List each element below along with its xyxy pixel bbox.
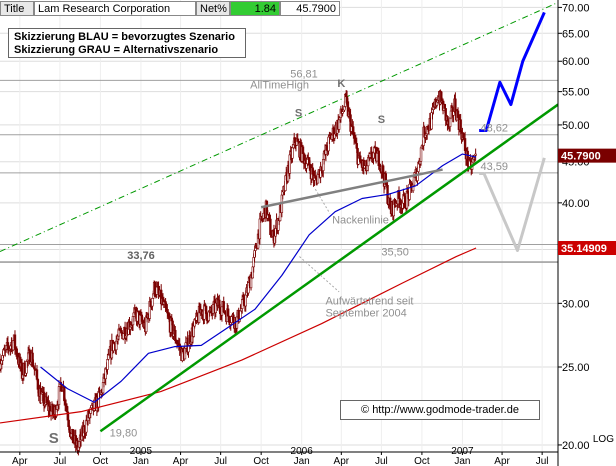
last-price-tag	[558, 148, 616, 163]
uptrend-pointer	[299, 256, 340, 293]
price-candle-body	[448, 117, 452, 127]
price-candle-body	[459, 119, 462, 132]
series-layer	[0, 11, 559, 456]
x-month-label: Jan	[133, 456, 149, 466]
moving-average-long	[0, 247, 477, 424]
alltimehigh-label: AllTimeHigh	[250, 79, 309, 91]
scenario-legend-blue: Skizzierung BLAU = bevorzugtes Szenario	[14, 31, 235, 43]
change-value: 1.84	[230, 1, 280, 16]
pattern-marker-s-3: S	[378, 114, 385, 126]
x-year-label: 2005	[130, 446, 153, 457]
y-tick-label: 40.00	[562, 198, 590, 210]
scenario-legend-gray: Skizzierung GRAU = Alternativszenario	[14, 44, 219, 56]
y-axis-background	[558, 0, 616, 466]
annotation-layer: 56,81 48,62 43,59 35,50 33,76 AllTimeHigh S K S N…	[49, 68, 508, 447]
title-value: Lam Research Corporation	[34, 1, 196, 16]
x-month-label: Jan	[454, 456, 470, 466]
x-year-label: 2007	[451, 446, 474, 457]
neckline-label: Nackenlinie	[332, 215, 389, 227]
price-candle-body	[204, 305, 208, 314]
last-price-value: 45.7900	[280, 1, 340, 16]
x-month-label: Oct	[414, 456, 430, 466]
x-month-label: Apr	[12, 456, 28, 466]
level-label-43-59: 43,59	[480, 161, 508, 173]
price-candle-body	[474, 153, 477, 156]
x-year-label: 2006	[291, 446, 314, 457]
price-candle-body	[291, 147, 294, 159]
x-month-label: Apr	[494, 456, 510, 466]
level-label-alltimehigh: 56,81	[290, 68, 318, 80]
uptrend-label-line1: Aufwärtstrend seit	[325, 295, 413, 307]
neckline	[260, 168, 443, 209]
moving-average-tag-label: 35.14909	[561, 243, 607, 255]
x-month-label: Oct	[253, 456, 269, 466]
scenario-gray-path	[479, 157, 546, 252]
pattern-marker-s-8: S	[49, 430, 59, 447]
level-label-35-50: 35,50	[381, 247, 409, 259]
pattern-marker-k-2: K	[337, 78, 345, 90]
price-candle-body	[13, 334, 17, 349]
y-tick-label: 60.00	[562, 56, 590, 68]
last-price-tag-label: 45.7900	[561, 151, 601, 163]
price-candle-body	[419, 147, 423, 162]
y-tick-label: 20.00	[562, 440, 590, 452]
price-candle-body	[226, 308, 230, 317]
price-candle-body	[443, 104, 447, 109]
price-candle-body	[244, 294, 247, 307]
y-tick-label: 55.00	[562, 87, 590, 99]
y-tick-label: 65.00	[562, 28, 590, 40]
level-label-48-62: 48,62	[480, 123, 508, 135]
price-candle-body	[68, 426, 71, 433]
price-candle-body	[222, 301, 225, 313]
moving-average-tag	[558, 241, 616, 256]
price-candle-body	[106, 359, 109, 370]
title-label: Title	[0, 1, 34, 16]
x-month-label: Jul	[375, 456, 388, 466]
y-tick-label: 30.00	[562, 298, 590, 310]
x-month-label: Jul	[214, 456, 227, 466]
pattern-marker-s-1: S	[295, 108, 302, 120]
change-label: Net%	[196, 1, 230, 16]
moving-average-short	[40, 153, 477, 403]
x-month-label: Jan	[294, 456, 310, 466]
copyright-box[interactable]: © http://www.godmode-trader.de	[340, 400, 540, 420]
upper-channel-line	[0, 1, 559, 252]
y-tick-label: 70.00	[562, 2, 590, 14]
x-month-label: Apr	[173, 456, 189, 466]
low-value-label: 19,80	[110, 427, 138, 439]
y-tick-label: 25.00	[562, 362, 590, 374]
level-label-33-76: 33,76	[127, 250, 155, 262]
log-scale-label: LOG	[593, 434, 614, 445]
uptrend-label-line2: September 2004	[325, 307, 406, 319]
neckline-pointer	[314, 188, 331, 214]
uptrend-line	[99, 103, 559, 433]
scenario-blue-path	[479, 11, 546, 133]
x-month-label: Oct	[93, 456, 109, 466]
price-candle-body	[151, 297, 154, 307]
scenario-legend-box: Skizzierung BLAU = bevorzugtes Szenario …	[8, 28, 246, 58]
price-candle-body	[239, 310, 242, 319]
x-month-label: Jul	[53, 456, 66, 466]
x-month-label: Jul	[536, 456, 549, 466]
level-layer	[0, 1, 559, 263]
y-tick-label: 50.00	[562, 120, 590, 132]
x-month-label: Apr	[334, 456, 350, 466]
